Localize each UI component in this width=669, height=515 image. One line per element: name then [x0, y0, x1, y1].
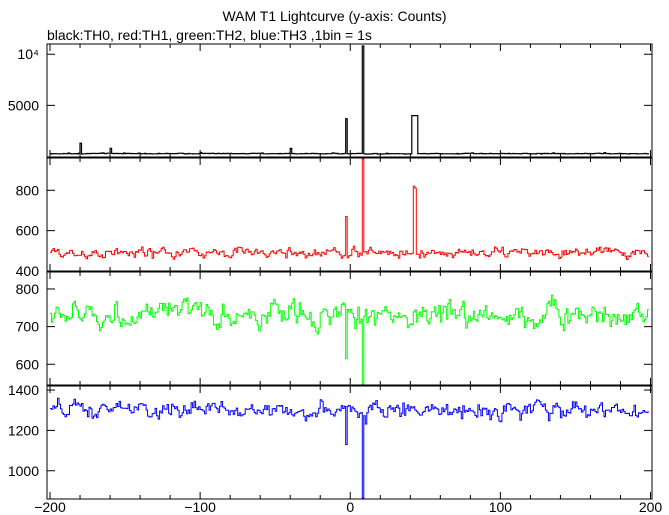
chart-title: WAM T1 Lightcurve (y-axis: Counts) [222, 8, 447, 24]
ytick-label-th2: 800 [16, 281, 40, 297]
xtick-label: 0 [346, 499, 354, 515]
series-th1-line [50, 158, 649, 260]
ytick-label-th2: 700 [16, 319, 40, 335]
xtick-label: 200 [639, 499, 663, 515]
xtick-label: 100 [489, 499, 513, 515]
xtick-label: −100 [184, 499, 216, 515]
panel-frame-th1 [46, 157, 653, 272]
series-th2-line [50, 294, 649, 385]
series-th0-line [50, 45, 649, 155]
panel-frame-th0 [46, 43, 653, 158]
ytick-label-th1: 400 [16, 263, 40, 279]
xtick-label: −200 [34, 499, 66, 515]
ytick-label-th0: 5000 [8, 97, 39, 113]
panel-frame-th2 [46, 271, 653, 386]
ytick-label-th2: 600 [16, 356, 40, 372]
ytick-label-th0: 10⁴ [17, 46, 39, 62]
ytick-label-th3: 1000 [8, 463, 39, 479]
ytick-label-th1: 800 [16, 182, 40, 198]
ytick-label-th3: 1200 [8, 422, 39, 438]
ytick-label-th3: 1400 [8, 382, 39, 398]
ytick-label-th1: 600 [16, 223, 40, 239]
panel-frame-th3 [46, 385, 653, 500]
chart-subtitle: black:TH0, red:TH1, green:TH2, blue:TH3 … [47, 27, 372, 43]
series-th3-line [50, 397, 649, 499]
